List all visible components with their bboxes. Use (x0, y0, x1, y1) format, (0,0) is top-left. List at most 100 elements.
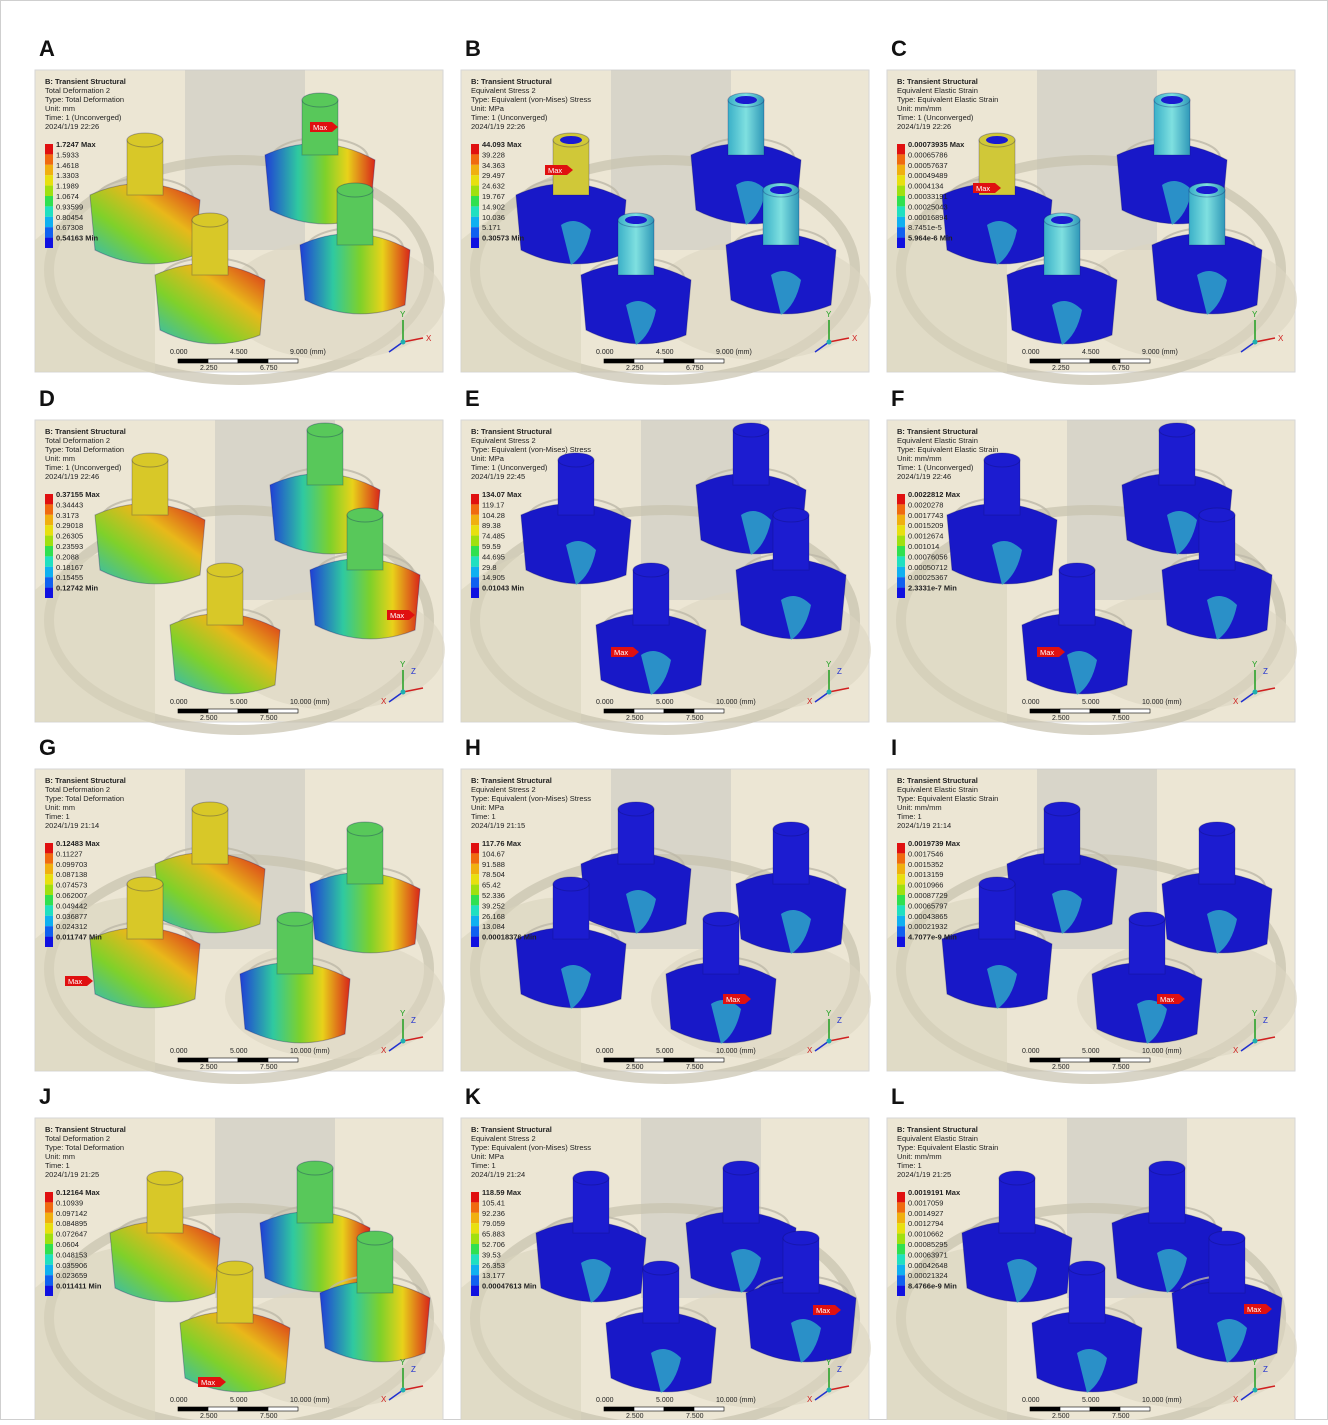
scale-segment (268, 1058, 298, 1062)
legend-label: 0.37155 Max (56, 490, 101, 499)
legend-swatch (471, 864, 479, 874)
scale-label: 2.500 (626, 1064, 644, 1071)
cam-shaft (633, 570, 669, 625)
scale-label: 5.000 (230, 1048, 248, 1055)
cam-shaft (733, 430, 769, 485)
legend-swatch (45, 843, 53, 853)
scale-segment (664, 1058, 694, 1062)
cam-shaft (773, 829, 809, 884)
triad-label: X (807, 1395, 813, 1404)
scale-segment (178, 1407, 208, 1411)
triad-label: Y (1252, 310, 1258, 319)
scale-segment (604, 709, 634, 713)
legend-swatch (897, 905, 905, 915)
legend-label: 8.4766e-9 Min (908, 1282, 957, 1291)
legend-label: 119.17 (482, 500, 504, 509)
legend-swatch (897, 577, 905, 587)
result-header: Equivalent Elastic Strain (897, 86, 978, 95)
triad-origin (827, 1039, 832, 1044)
cam-shaft (984, 460, 1020, 515)
max-marker-label: Max (816, 1306, 830, 1315)
legend-label: 34.363 (482, 161, 505, 170)
triad-label: X (1278, 334, 1284, 343)
legend-swatch (897, 1192, 905, 1202)
cam-body (310, 559, 420, 639)
legend-label: 0.0017059 (908, 1198, 943, 1207)
legend-swatch (897, 1265, 905, 1275)
result-header: Type: Equivalent (von-Mises) Stress (471, 794, 591, 803)
legend-swatch (45, 885, 53, 895)
scale-segment (268, 709, 298, 713)
cam-shaft-top (618, 802, 654, 816)
legend-swatch (471, 895, 479, 905)
scale-segment (664, 1407, 694, 1411)
cam-body (310, 873, 420, 953)
legend-label: 8.7451e-5 (908, 223, 942, 232)
scale-label: 0.000 (170, 699, 188, 706)
legend-swatch (45, 864, 53, 874)
legend-swatch (897, 1202, 905, 1212)
legend-label: 0.0022812 Max (908, 490, 961, 499)
legend-label: 91.588 (482, 860, 505, 869)
legend-label: 0.062007 (56, 891, 87, 900)
cam-body (95, 504, 205, 584)
result-header: Unit: mm (45, 803, 75, 812)
legend-swatch (45, 504, 53, 514)
result-header: Time: 1 (45, 812, 70, 821)
legend-label: 0.0010966 (908, 881, 943, 890)
cam-shaft-top (192, 213, 228, 227)
legend-label: 79.059 (482, 1219, 505, 1228)
legend-label: 65.42 (482, 881, 501, 890)
legend-swatch (45, 588, 53, 598)
cam-shaft (1209, 1238, 1245, 1293)
legend-swatch (897, 196, 905, 206)
triad-label: Y (400, 660, 406, 669)
legend-label: 0.12164 Max (56, 1188, 101, 1197)
result-header: Unit: mm (45, 104, 75, 113)
scale-segment (178, 709, 208, 713)
cam-body (90, 184, 200, 264)
scale-label: 9.000 (mm) (290, 349, 326, 356)
scale-label: 5.000 (656, 1048, 674, 1055)
scale-segment (238, 359, 268, 363)
result-header: Type: Equivalent Elastic Strain (897, 95, 998, 104)
panel: B: Transient StructuralTotal Deformation… (35, 420, 445, 730)
panel: B: Transient StructuralEquivalent Stress… (461, 769, 871, 1079)
legend-swatch (471, 843, 479, 853)
scale-label: 0.000 (170, 1397, 188, 1404)
triad-label: Z (1263, 1365, 1268, 1374)
scale-label: 7.500 (1112, 1413, 1130, 1420)
cam-shaft-top (553, 877, 589, 891)
legend-swatch (471, 154, 479, 164)
result-header: Type: Equivalent Elastic Strain (897, 794, 998, 803)
scale-label: 5.000 (656, 1397, 674, 1404)
cam-shaft-top (127, 877, 163, 891)
legend-label: 13.084 (482, 922, 505, 931)
result-header: Time: 1 (471, 1161, 496, 1170)
scale-label: 2.500 (626, 715, 644, 722)
legend-label: 78.504 (482, 870, 505, 879)
result-header: Time: 1 (45, 1161, 70, 1170)
legend-swatch (471, 238, 479, 248)
legend-swatch (897, 1213, 905, 1223)
legend-label: 39.53 (482, 1250, 501, 1259)
scale-segment (238, 1058, 268, 1062)
cam-shaft (1159, 430, 1195, 485)
legend-swatch (45, 536, 53, 546)
scale-label: 0.000 (170, 349, 188, 356)
legend-swatch (45, 238, 53, 248)
legend-swatch (471, 588, 479, 598)
scale-label: 7.500 (260, 715, 278, 722)
scale-label: 10.000 (mm) (716, 1048, 756, 1055)
legend-swatch (897, 895, 905, 905)
cam-shaft (1069, 1268, 1105, 1323)
scale-segment (1120, 1407, 1150, 1411)
scale-segment (1060, 709, 1090, 713)
cam-shaft-top (192, 802, 228, 816)
legend-swatch (471, 926, 479, 936)
legend-label: 29.497 (482, 171, 505, 180)
cam-shaft (643, 1268, 679, 1323)
scale-segment (1090, 1407, 1120, 1411)
result-header: Type: Total Deformation (45, 794, 124, 803)
legend-label: 0.035906 (56, 1261, 87, 1270)
